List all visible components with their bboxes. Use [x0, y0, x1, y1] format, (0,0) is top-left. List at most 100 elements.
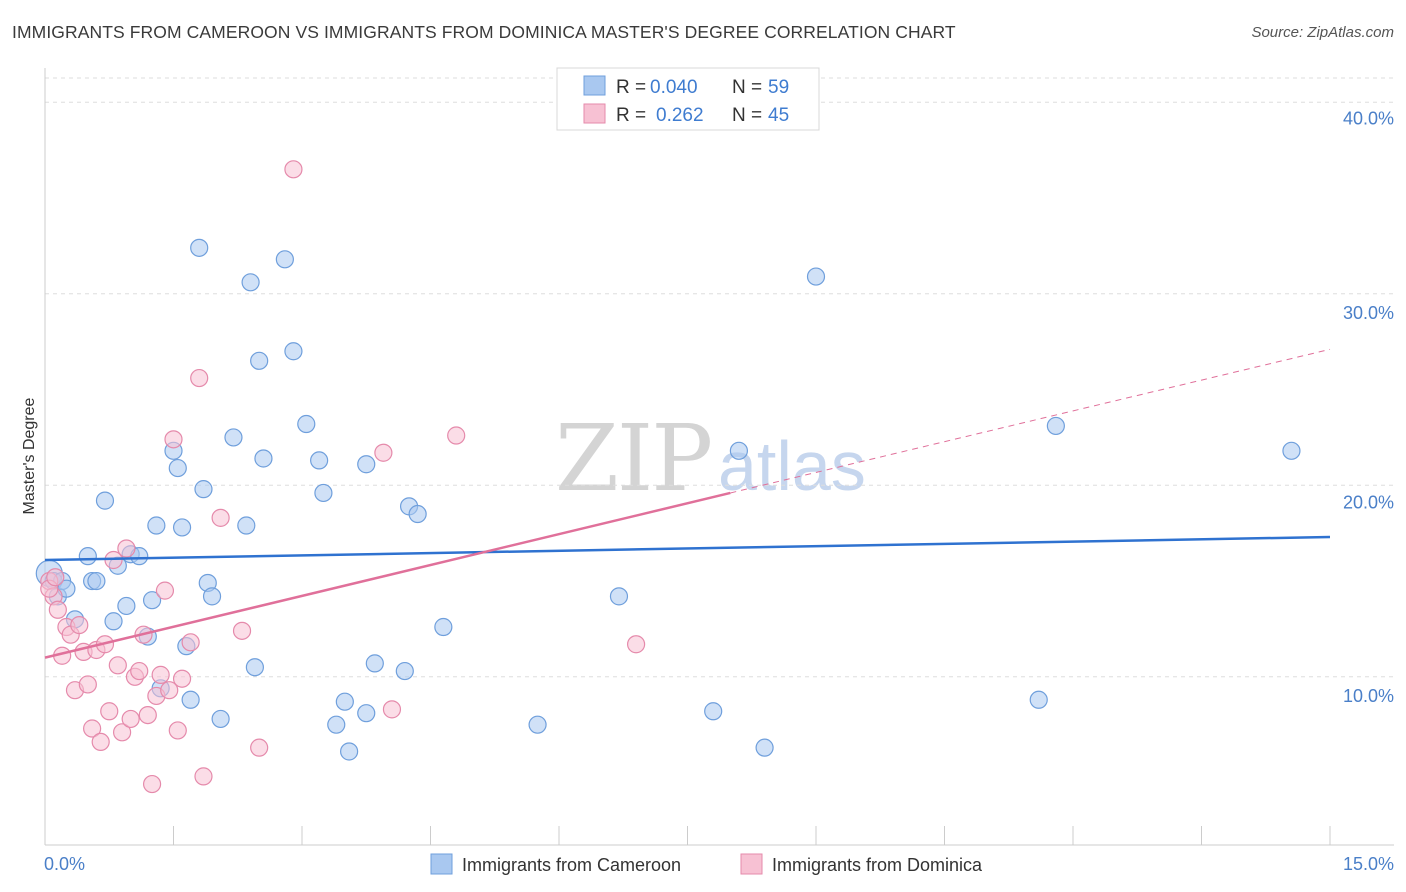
point-cameroon: [250, 351, 269, 370]
point-cameroon: [729, 441, 749, 460]
point-dominica: [142, 774, 162, 794]
bottom-legend-swatch-cameroon: [430, 853, 453, 875]
point-cameroon: [1282, 441, 1301, 460]
legend-r-label-cameroon: R =: [616, 77, 646, 98]
point-cameroon: [357, 455, 376, 474]
point-dominica: [626, 635, 646, 654]
point-cameroon: [190, 238, 209, 257]
axes: 10.0% 20.0% 30.0% 40.0%: [44, 68, 1394, 846]
bottom-legend-label-cameroon: Immigrants from Cameroon: [462, 855, 681, 875]
point-dominica: [151, 665, 170, 684]
point-cameroon: [1029, 690, 1048, 709]
legend-n-value-dominica: 45: [768, 105, 789, 126]
series-legend: Immigrants from Cameroon Immigrants from…: [430, 853, 983, 875]
chart-source: Source: ZipAtlas.com: [1251, 24, 1394, 41]
point-cameroon: [609, 587, 629, 606]
point-dominica: [160, 681, 179, 700]
point-cameroon: [87, 571, 106, 591]
stats-legend: R = 0.040 N = 59 R = 0.262 N = 45: [556, 67, 820, 131]
y-tick-label: 20.0%: [1343, 492, 1394, 512]
watermark-atlas: atlas: [718, 427, 866, 505]
point-cameroon: [327, 715, 346, 734]
bottom-legend-label-dominica: Immigrants from Dominica: [772, 855, 983, 875]
point-dominica: [83, 719, 102, 738]
point-dominica: [117, 539, 136, 558]
point-cameroon: [237, 516, 256, 535]
point-dominica: [78, 675, 97, 694]
point-cameroon: [254, 449, 273, 468]
legend-r-value-cameroon: 0.040: [650, 77, 698, 98]
point-dominica: [382, 700, 402, 719]
point-dominica: [48, 600, 67, 619]
y-tick-label: 40.0%: [1343, 108, 1394, 128]
x-tick-max: 15.0%: [1343, 854, 1394, 874]
point-dominica: [374, 443, 393, 462]
legend-n-value-cameroon: 59: [768, 77, 789, 98]
point-dominica: [100, 702, 119, 721]
legend-r-label-dominica: R =: [616, 105, 646, 126]
point-cameroon: [224, 428, 243, 447]
point-cameroon: [147, 516, 166, 535]
legend-swatch-cameroon: [583, 75, 606, 96]
point-dominica: [121, 709, 140, 729]
point-dominica: [447, 426, 466, 445]
point-cameroon: [434, 617, 453, 637]
point-cameroon: [275, 250, 294, 269]
point-dominica: [108, 656, 127, 675]
point-cameroon: [202, 587, 222, 606]
point-cameroon: [168, 458, 187, 478]
gridlines: [45, 77, 1394, 678]
point-cameroon: [172, 518, 192, 537]
trend-lines: [44, 348, 1331, 659]
point-dominica: [138, 705, 157, 725]
point-cameroon: [104, 612, 123, 631]
point-cameroon: [194, 480, 213, 499]
trend-line-cameroon: [44, 535, 1331, 562]
legend-swatch-dominica: [583, 103, 606, 124]
point-cameroon: [117, 596, 136, 616]
point-dominica: [232, 621, 252, 640]
x-tick-min: 0.0%: [44, 854, 85, 874]
point-cameroon: [297, 414, 316, 434]
point-dominica: [181, 633, 200, 652]
point-dominica: [112, 723, 132, 742]
point-cameroon: [357, 704, 376, 723]
point-cameroon: [395, 661, 414, 681]
legend-r-value-dominica: 0.262: [656, 105, 704, 126]
point-dominica: [130, 661, 149, 681]
point-dominica: [172, 669, 192, 688]
point-cameroon: [755, 738, 774, 757]
point-cameroon: [211, 709, 230, 729]
point-cameroon: [310, 451, 329, 470]
point-cameroon: [335, 692, 354, 711]
point-cameroon: [142, 591, 162, 610]
y-tick-label: 10.0%: [1343, 686, 1394, 706]
trend-line-dashed-dominica: [730, 348, 1331, 494]
point-dominica: [211, 508, 230, 527]
point-cameroon: [340, 742, 359, 761]
point-dominica: [250, 738, 269, 757]
point-dominica: [190, 368, 209, 388]
trend-line-solid-dominica: [44, 491, 731, 659]
point-dominica: [168, 721, 187, 740]
point-cameroon: [181, 690, 200, 709]
point-cameroon: [284, 342, 303, 361]
point-dominica: [70, 615, 89, 635]
point-cameroon: [806, 267, 826, 286]
bottom-legend-swatch-dominica: [740, 853, 763, 875]
legend-n-label-dominica: N =: [732, 105, 762, 126]
point-cameroon: [704, 702, 723, 721]
chart-title: IMMIGRANTS FROM CAMEROON VS IMMIGRANTS F…: [12, 22, 956, 42]
point-dominica: [164, 430, 183, 449]
watermark-zip: ZIP: [555, 405, 711, 512]
point-dominica: [46, 568, 65, 587]
point-dominica: [91, 732, 110, 752]
point-dominica: [284, 160, 303, 179]
y-axis-label: Master's Degree: [21, 397, 38, 514]
point-dominica: [194, 767, 213, 786]
point-cameroon: [78, 547, 97, 566]
point-cameroon: [314, 483, 333, 503]
point-cameroon: [95, 491, 115, 510]
y-tick-label: 30.0%: [1343, 303, 1394, 323]
point-cameroon: [528, 715, 547, 734]
